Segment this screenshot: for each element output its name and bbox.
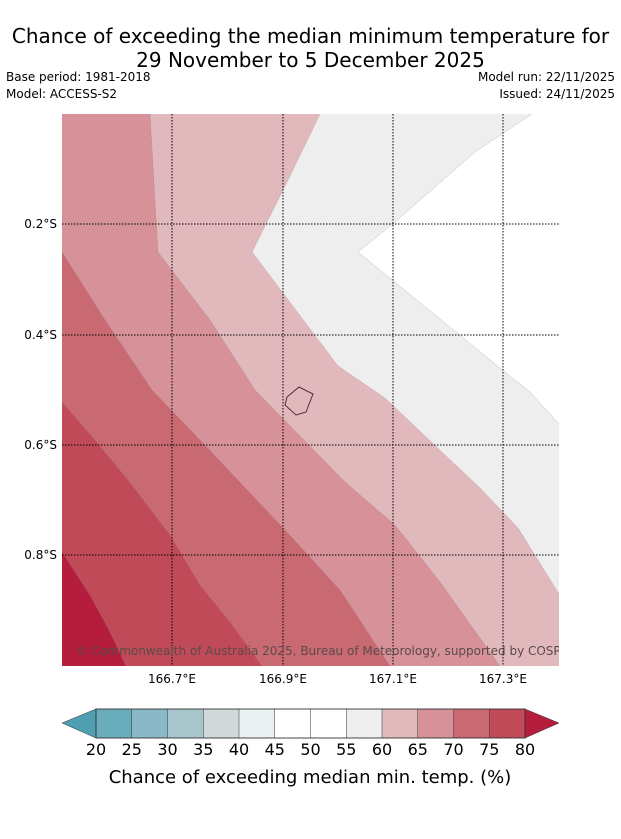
colorbar-under-arrow bbox=[61, 708, 97, 739]
lon-tick-label: 166.9°E bbox=[259, 672, 307, 686]
lat-tick-label: 0.6°S bbox=[24, 438, 57, 452]
model-run: Model run: 22/11/2025 bbox=[477, 70, 615, 84]
colorbar-tick-label: 30 bbox=[157, 740, 177, 759]
colorbar: 20 25 30 35 40 45 50 55 60 65 70 75 80 Chance of exc… bbox=[61, 708, 560, 788]
island-outline bbox=[284, 386, 314, 416]
band-over-80 bbox=[62, 552, 126, 666]
colorbar-tick-label: 60 bbox=[372, 740, 392, 759]
band-45-55 bbox=[358, 114, 559, 424]
title-line-2: 29 November to 5 December 2025 bbox=[136, 48, 485, 72]
issued-date: Issued: 24/11/2025 bbox=[499, 87, 615, 101]
colorbar-tick-label: 45 bbox=[265, 740, 285, 759]
colorbar-cell bbox=[203, 708, 240, 739]
colorbar-over-arrow bbox=[524, 708, 560, 739]
title-line-1: Chance of exceeding the median minimum t… bbox=[11, 24, 610, 48]
colorbar-cells bbox=[95, 708, 526, 739]
colorbar-cell bbox=[346, 708, 383, 739]
colorbar-cell bbox=[381, 708, 419, 739]
meta-left: Base period: 1981-2018 Model: ACCESS-S2 bbox=[6, 69, 151, 103]
colorbar-tick-label: 50 bbox=[300, 740, 320, 759]
lat-tick-labels: 0.2°S 0.4°S 0.6°S 0.8°S bbox=[24, 217, 57, 562]
colorbar-cell bbox=[95, 708, 133, 739]
contour-lines bbox=[62, 114, 559, 666]
colorbar-tick-label: 20 bbox=[86, 740, 106, 759]
model-name: Model: ACCESS-S2 bbox=[6, 87, 118, 101]
colorbar-cell bbox=[167, 708, 204, 739]
colorbar-cell bbox=[274, 708, 312, 739]
colorbar-label: Chance of exceeding median min. temp. (%… bbox=[109, 767, 512, 788]
colorbar-cell bbox=[238, 708, 276, 739]
colorbar-frame bbox=[95, 708, 526, 739]
base-period: Base period: 1981-2018 bbox=[6, 70, 151, 84]
copyright-notice: © Commonwealth of Australia 2025, Bureau… bbox=[76, 644, 581, 658]
colorbar-tick-label: 55 bbox=[336, 740, 356, 759]
lon-tick-label: 167.1°E bbox=[369, 672, 417, 686]
colorbar-cell bbox=[131, 708, 169, 739]
colorbar-cell bbox=[489, 708, 526, 739]
colorbar-tick-label: 70 bbox=[443, 740, 463, 759]
colorbar-cell bbox=[310, 708, 347, 739]
lat-tick-label: 0.2°S bbox=[24, 217, 57, 231]
lat-tick-label: 0.8°S bbox=[24, 548, 57, 562]
colorbar-tick-label: 35 bbox=[193, 740, 213, 759]
colorbar-cell bbox=[417, 708, 455, 739]
colorbar-cell bbox=[453, 708, 490, 739]
gridlines bbox=[62, 114, 559, 666]
lon-tick-label: 166.7°E bbox=[148, 672, 196, 686]
colorbar-tick-label: 40 bbox=[229, 740, 249, 759]
lon-tick-label: 167.3°E bbox=[479, 672, 527, 686]
colorbar-tick-labels: 20 25 30 35 40 45 50 55 60 65 70 75 80 bbox=[86, 740, 535, 759]
lon-tick-labels: 166.7°E 166.9°E 167.1°E 167.3°E bbox=[148, 672, 527, 686]
meta-right: Model run: 22/11/2025 Issued: 24/11/2025 bbox=[478, 69, 615, 103]
map-area: © Commonwealth of Australia 2025, Bureau… bbox=[62, 114, 581, 666]
lat-tick-label: 0.4°S bbox=[24, 328, 57, 342]
colorbar-tick-label: 80 bbox=[515, 740, 535, 759]
map-title: Chance of exceeding the median minimum t… bbox=[0, 24, 621, 72]
colorbar-tick-label: 75 bbox=[479, 740, 499, 759]
colorbar-tick-label: 65 bbox=[408, 740, 428, 759]
colorbar-tick-label: 25 bbox=[122, 740, 142, 759]
